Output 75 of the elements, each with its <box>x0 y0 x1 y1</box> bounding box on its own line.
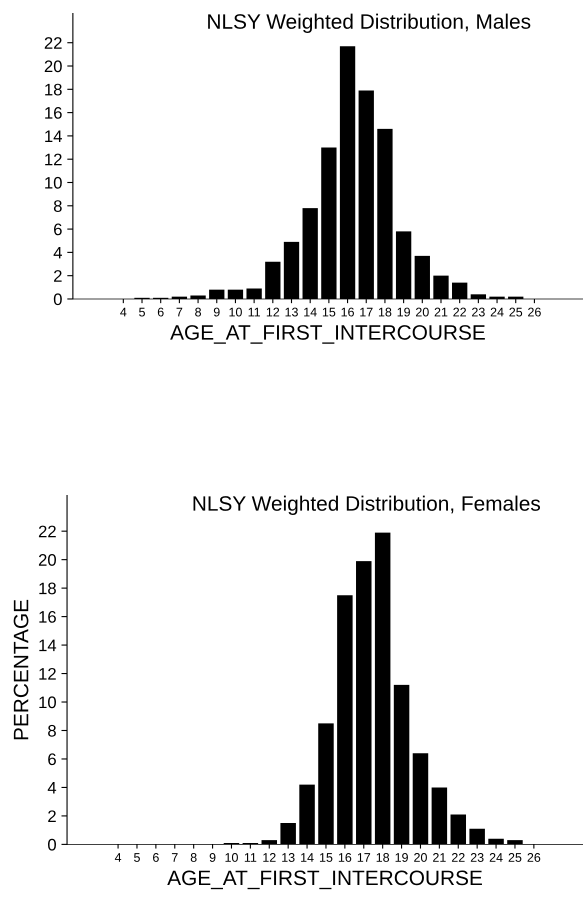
x-tick-label: 11 <box>244 853 256 862</box>
x-tick-label: 15 <box>320 853 332 862</box>
y-tick-label: 10 <box>45 176 62 189</box>
x-tick-label: 12 <box>263 853 276 862</box>
x-tick-label: 11 <box>248 308 260 316</box>
x-tick-label: 23 <box>470 853 484 862</box>
x-tick-label: 9 <box>214 308 220 316</box>
x-tick-label: 17 <box>360 308 373 316</box>
x-tick-label: 26 <box>528 308 541 316</box>
x-tick-label: 20 <box>416 308 429 316</box>
x-tick-label: 18 <box>378 308 392 316</box>
x-tick-label: 15 <box>322 308 336 316</box>
chart-title: NLSY Weighted Distribution, Males <box>208 14 530 34</box>
x-tick-label: 8 <box>195 308 202 316</box>
x-tick-label: 16 <box>342 308 354 316</box>
x-tick-label: 5 <box>134 853 140 862</box>
x-tick-label: 21 <box>434 308 448 316</box>
x-tick-label: 5 <box>139 308 145 316</box>
x-axis-title: AGE_AT_FIRST_INTERCOURSE <box>170 325 485 344</box>
x-tick-label: 13 <box>286 308 298 316</box>
x-tick-label: 22 <box>452 853 465 862</box>
y-tick-label: 12 <box>45 154 62 166</box>
y-tick-label: 18 <box>45 84 62 96</box>
x-tick-label: 4 <box>114 853 122 862</box>
x-tick-label: 16 <box>338 853 352 862</box>
x-tick-label: 18 <box>376 853 390 862</box>
x-tick-label: 17 <box>358 853 370 862</box>
x-tick-label: 10 <box>229 308 242 316</box>
x-tick-label: 14 <box>304 308 317 316</box>
y-tick-label: 6 <box>54 223 62 236</box>
x-tick-label: 23 <box>472 308 485 316</box>
x-tick-label: 4 <box>120 308 126 316</box>
x-tick-label: 9 <box>210 853 216 862</box>
x-tick-label: 6 <box>153 853 159 862</box>
y-tick-label: 8 <box>54 200 62 212</box>
y-tick-label: 18 <box>39 582 56 594</box>
x-tick-label: 20 <box>414 853 427 862</box>
y-tick-label: 14 <box>39 640 56 652</box>
x-axis-title: AGE_AT_FIRST_INTERCOURSE <box>167 870 482 890</box>
x-tick-label: 7 <box>172 853 178 862</box>
y-tick-label: 6 <box>48 753 56 766</box>
y-tick-label: 16 <box>39 611 56 623</box>
chart-title: NLSY Weighted Distribution, Females <box>194 496 540 516</box>
x-tick-label: 13 <box>282 853 295 862</box>
y-tick-label: 22 <box>44 37 62 49</box>
y-tick-label: 22 <box>38 526 56 538</box>
x-tick-label: 25 <box>509 308 522 316</box>
x-tick-label: 8 <box>190 853 197 862</box>
x-tick-label: 24 <box>490 853 503 862</box>
y-tick-label: 20 <box>38 554 56 566</box>
x-tick-label: 24 <box>490 308 504 316</box>
y-tick-label: 0 <box>54 293 62 306</box>
x-tick-label: 14 <box>301 853 314 862</box>
y-axis-title: PERCENTAGE <box>14 600 28 740</box>
y-tick-label: 8 <box>48 724 56 737</box>
x-tick-label: 7 <box>176 308 182 316</box>
x-tick-label: 12 <box>266 308 280 316</box>
x-tick-label: 19 <box>396 853 408 862</box>
y-tick-label: 2 <box>54 270 62 282</box>
x-tick-label: 25 <box>508 853 522 862</box>
x-tick-label: 21 <box>433 853 446 862</box>
x-tick-label: 22 <box>453 308 466 316</box>
x-tick-label: 26 <box>528 853 540 862</box>
x-tick-label: 10 <box>225 853 238 862</box>
x-tick-label: 19 <box>398 308 410 316</box>
y-tick-label: 0 <box>48 838 56 851</box>
y-tick-label: 2 <box>48 810 56 822</box>
y-tick-label: 4 <box>48 782 56 794</box>
x-tick-label: 6 <box>158 308 164 316</box>
y-tick-label: 10 <box>39 696 56 708</box>
y-tick-label: 4 <box>54 246 62 258</box>
y-tick-label: 20 <box>44 60 62 72</box>
y-tick-label: 12 <box>39 668 56 680</box>
y-tick-label: 14 <box>45 130 62 142</box>
y-tick-label: 16 <box>45 107 62 119</box>
